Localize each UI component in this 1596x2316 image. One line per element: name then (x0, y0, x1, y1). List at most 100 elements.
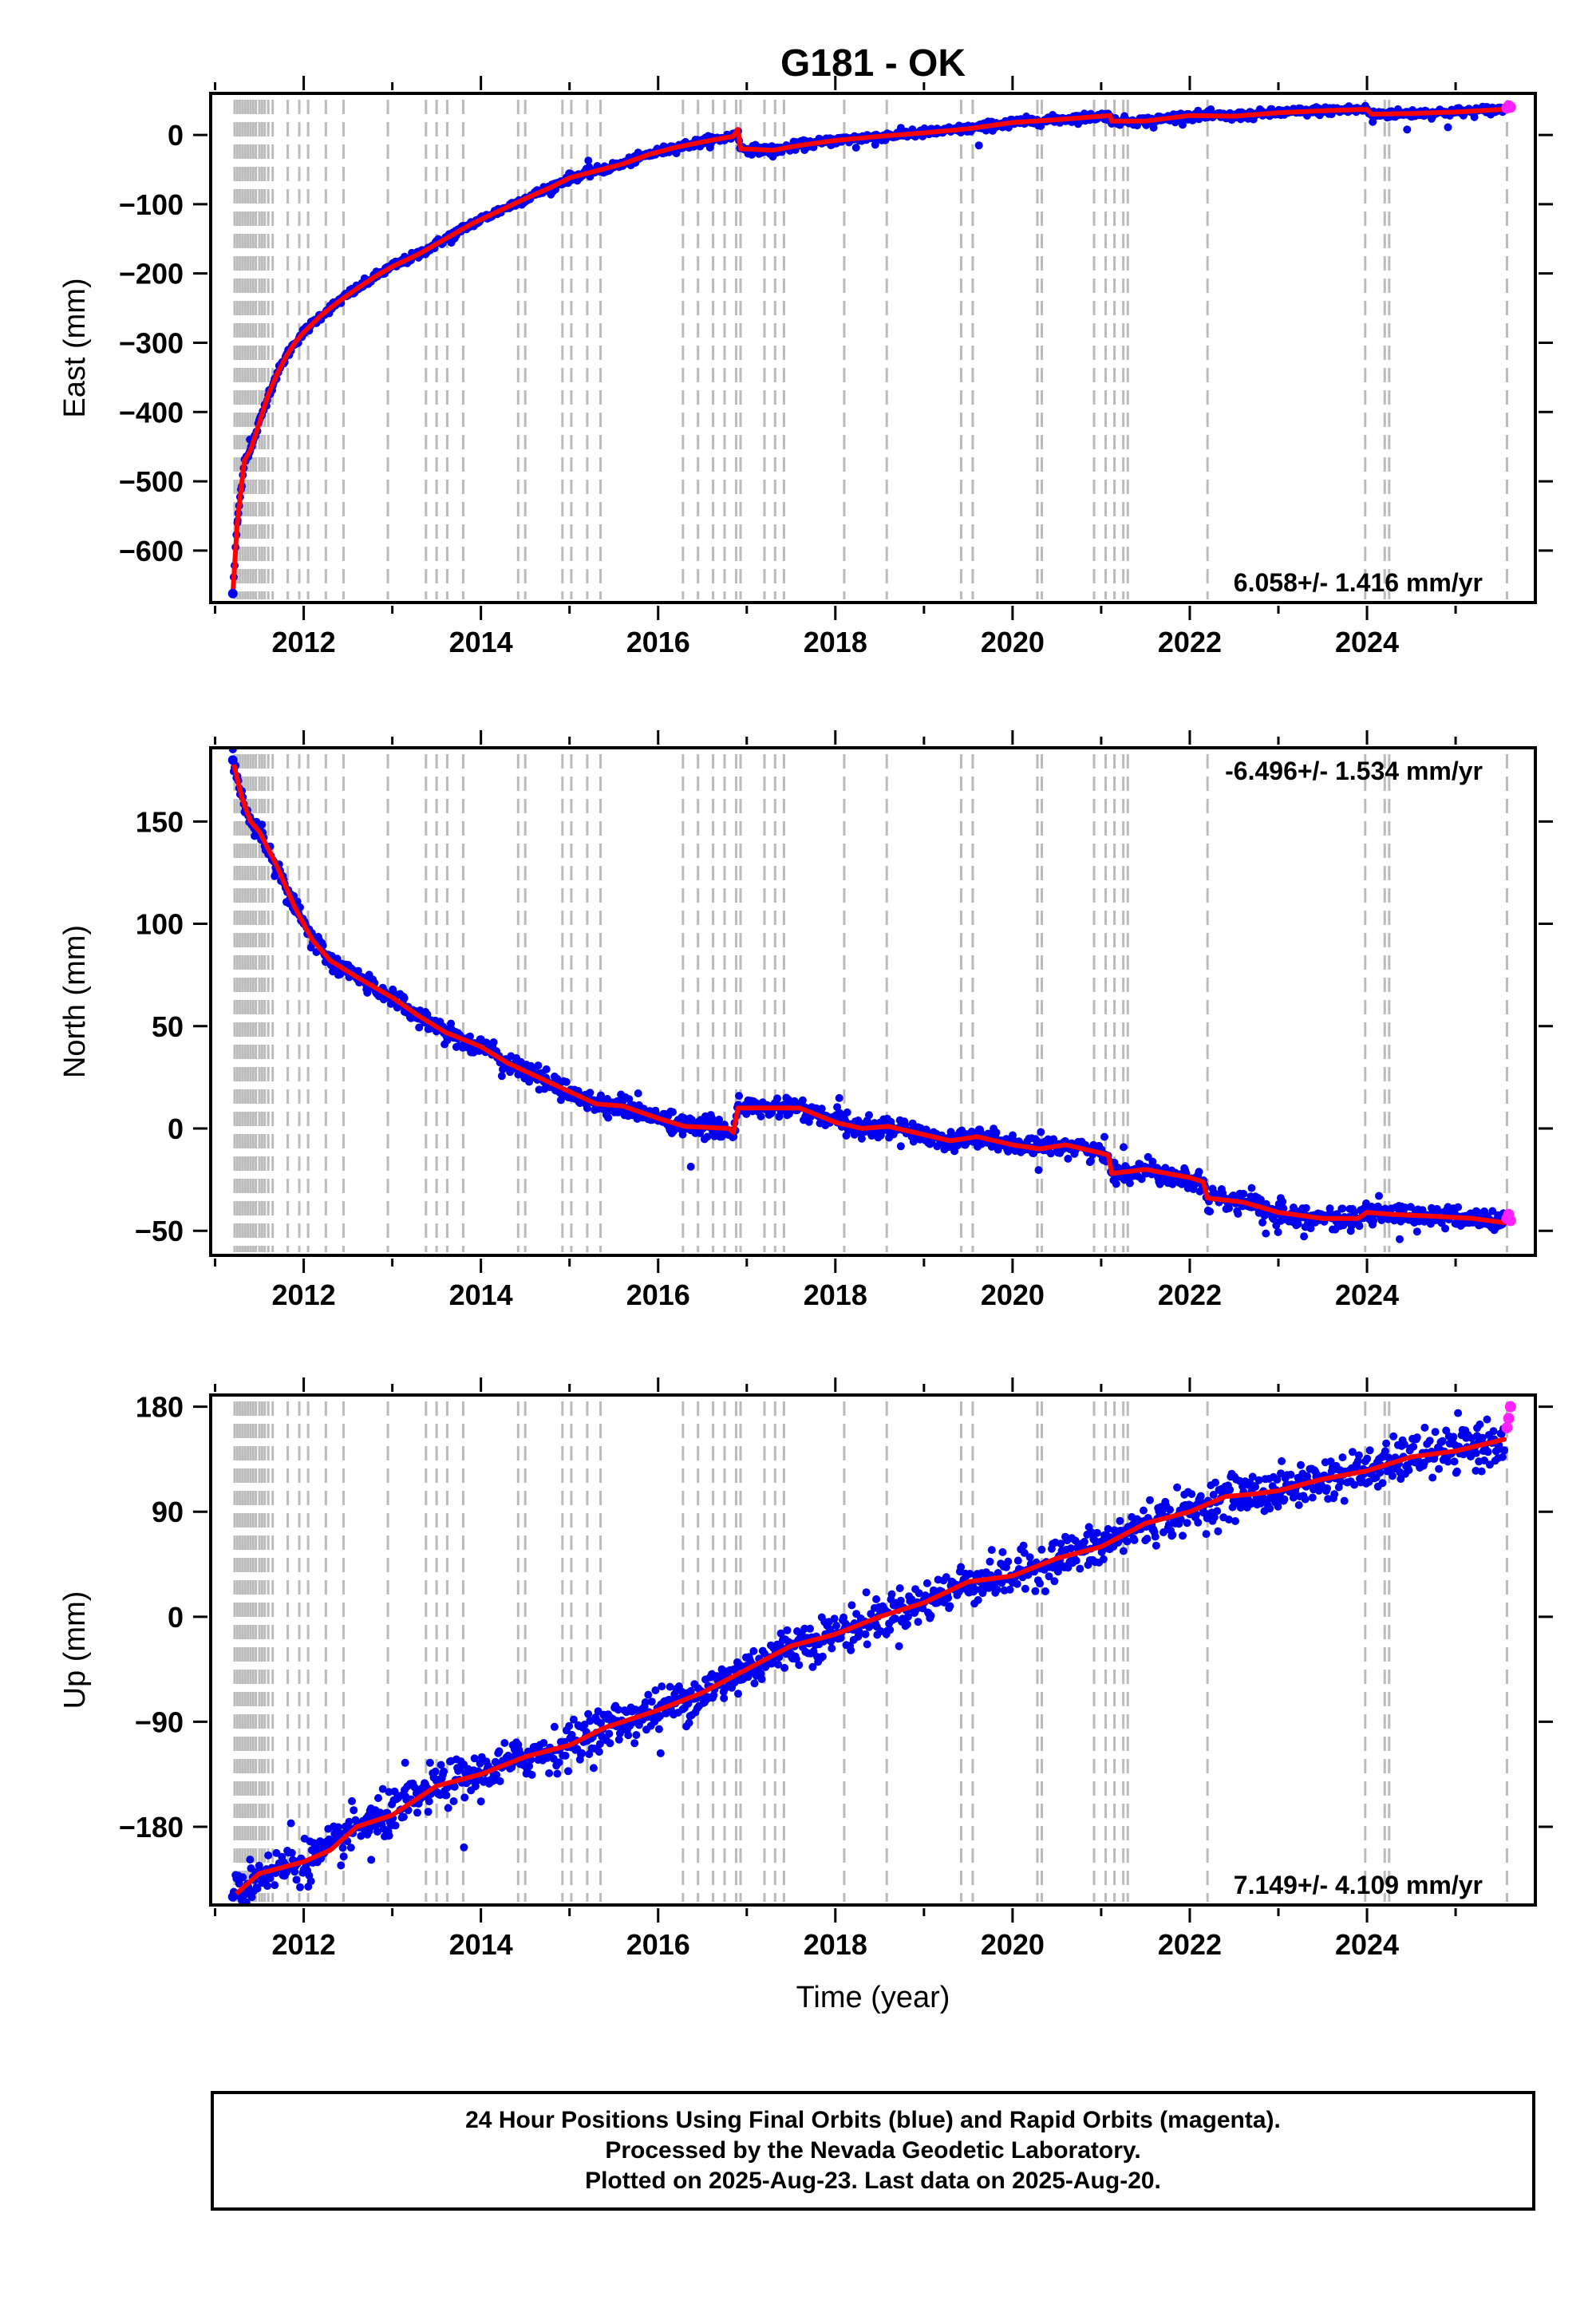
data-point (1013, 1556, 1022, 1565)
data-point (647, 1697, 656, 1706)
data-point (686, 1686, 695, 1695)
x-tick-label: 2012 (272, 626, 336, 658)
y-tick-label: 0 (168, 119, 184, 152)
data-point (909, 1137, 918, 1146)
data-point (1099, 1555, 1108, 1563)
data-point (1226, 1485, 1235, 1494)
data-point (1477, 1467, 1486, 1476)
data-point (1378, 1479, 1387, 1488)
data-point (1389, 1432, 1398, 1441)
data-point (348, 1796, 356, 1805)
data-point (974, 141, 983, 150)
data-point (1278, 1456, 1286, 1465)
data-point (373, 1828, 381, 1836)
data-point (400, 994, 409, 1002)
y-tick-label: −180 (119, 1811, 184, 1844)
data-point (1431, 1428, 1440, 1437)
x-tick-label: 2022 (1158, 626, 1222, 658)
data-point (843, 1108, 851, 1117)
data-point (1211, 1478, 1219, 1487)
data-point (1036, 1579, 1045, 1588)
data-point (1045, 1572, 1053, 1581)
x-tick-label: 2012 (272, 1279, 336, 1311)
data-point (1231, 1517, 1239, 1525)
data-point (1350, 1480, 1359, 1489)
data-point (757, 1112, 765, 1120)
data-point (1196, 1492, 1205, 1500)
data-point (1412, 1433, 1421, 1442)
data-point (1355, 1222, 1364, 1231)
y-tick-label: −400 (119, 396, 184, 429)
data-point (861, 1630, 870, 1638)
y-tick-label: −100 (119, 188, 184, 221)
data-point (460, 1843, 468, 1852)
data-point (872, 1595, 881, 1603)
data-point (1425, 1437, 1434, 1445)
data-point (337, 1861, 346, 1870)
data-point (495, 1747, 504, 1756)
data-point (562, 1077, 571, 1086)
data-point (1202, 1530, 1211, 1539)
data-point (614, 1705, 622, 1714)
data-point (286, 1819, 295, 1828)
data-point (936, 1597, 945, 1606)
data-point (401, 1758, 409, 1767)
data-point (651, 1686, 660, 1694)
data-point (749, 1646, 758, 1655)
data-point (798, 1096, 807, 1105)
data-point (567, 1730, 576, 1739)
data-point (287, 1848, 296, 1857)
data-point (239, 1873, 247, 1882)
data-point (720, 1694, 729, 1702)
data-point (1146, 1496, 1154, 1504)
data-point (442, 1791, 451, 1800)
data-point (424, 1808, 433, 1816)
data-point (1330, 1490, 1339, 1499)
y-axis-label: Up (mm) (58, 1591, 92, 1709)
data-point (833, 1103, 842, 1112)
data-point (1112, 1180, 1120, 1188)
data-point (542, 1065, 551, 1073)
data-point (595, 1740, 604, 1749)
data-point (1396, 1475, 1405, 1484)
up-panel: 2012 2014 2016 2018 2020 2022 2024 180 90 0 −90 −18… (58, 1377, 1553, 1961)
y-tick-label: −500 (119, 465, 184, 498)
data-point (1041, 1587, 1049, 1595)
data-point (1381, 1447, 1389, 1456)
data-point (1472, 1448, 1480, 1457)
data-point (974, 1142, 982, 1151)
data-point (886, 1626, 895, 1634)
data-point (1472, 1466, 1480, 1475)
data-point (1500, 1446, 1509, 1455)
info-box: 24 Hour Positions Using Final Orbits (bl… (211, 2091, 1535, 2211)
data-point (1382, 1439, 1391, 1448)
data-point (1214, 1527, 1223, 1535)
data-point (425, 1758, 434, 1767)
data-point (346, 1844, 355, 1852)
final-orbit-points (229, 1409, 1509, 1905)
data-point (336, 1829, 345, 1838)
data-point (1086, 1156, 1095, 1165)
data-point (735, 1092, 744, 1101)
plot-frame (209, 746, 1537, 1257)
data-point (774, 1660, 783, 1669)
final-orbit-points (228, 101, 1509, 599)
rapid-orbit-point (1504, 1215, 1516, 1227)
data-point (555, 1758, 563, 1767)
x-tick-label: 2014 (449, 1928, 513, 1961)
x-tick-label: 2018 (804, 626, 867, 658)
data-point (703, 1132, 712, 1141)
data-point (1025, 1553, 1034, 1562)
y-tick-label: 100 (136, 908, 184, 941)
data-point (1131, 1518, 1140, 1527)
data-point (987, 1546, 996, 1555)
data-point (1323, 1484, 1331, 1492)
data-point (595, 1748, 603, 1756)
data-point (1066, 1544, 1075, 1553)
data-point (1019, 1541, 1028, 1550)
data-point (437, 1761, 445, 1769)
y-tick-label: −300 (119, 326, 184, 359)
data-point (423, 1010, 432, 1019)
data-point (851, 144, 860, 152)
data-point (367, 1856, 376, 1864)
